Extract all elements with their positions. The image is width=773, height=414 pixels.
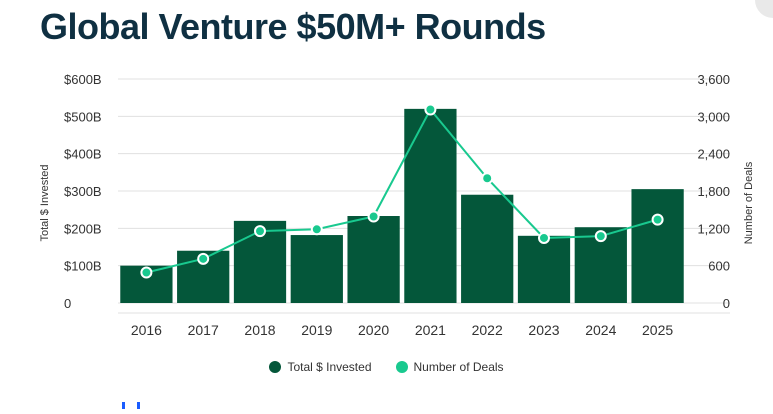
x-tick-label: 2022 (472, 322, 503, 338)
y2-tick-label: 1,800 (697, 184, 730, 199)
x-tick-label: 2024 (585, 322, 616, 338)
y-tick-label: $200B (64, 221, 102, 236)
x-tick-label: 2025 (642, 322, 673, 338)
legend-swatch-invested (269, 361, 282, 373)
y2-axis-label: Number of Deals (743, 161, 755, 244)
deals-point (140, 266, 153, 279)
x-tick-label: 2019 (301, 322, 332, 338)
legend-swatch-deals (395, 361, 408, 373)
legend-label-deals: Number of Deals (413, 360, 504, 374)
x-tick-label: 2016 (131, 322, 162, 338)
legend-item-deals: Number of Deals (395, 360, 504, 374)
x-tick-label: 2023 (528, 322, 559, 338)
deals-point (367, 210, 380, 223)
y2-tick-label: 3,000 (697, 109, 730, 124)
x-tick-label: 2017 (188, 322, 219, 338)
y2-tick-label: 2,400 (697, 147, 730, 162)
bar (404, 108, 457, 303)
bar (517, 235, 571, 303)
deals-point (254, 225, 266, 238)
line-series (140, 103, 664, 279)
bar (290, 235, 343, 303)
y2-tick-label: 0 (723, 296, 730, 311)
deals-point (197, 252, 210, 265)
deals-line (146, 107, 658, 274)
x-tick-label: 2021 (415, 322, 446, 338)
y-tick-label: $100B (64, 259, 102, 274)
axes: 0 $100B $200B $300B $400B $500B $600B 0 600 1,200… (39, 72, 755, 338)
legend-label-invested: Total $ Invested (287, 360, 372, 374)
bar-series (120, 108, 684, 303)
legend: Total $ Invested Number of Deals (0, 360, 773, 374)
deals-point (651, 213, 664, 226)
y2-tick-label: 1,200 (697, 221, 730, 236)
deals-point (310, 223, 323, 236)
deals-point (538, 231, 550, 244)
bar (461, 194, 514, 303)
deals-point (424, 103, 437, 116)
chart-title: Global Venture $50M+ Rounds (40, 6, 546, 47)
bar (631, 189, 684, 303)
cropped-marks (122, 396, 152, 414)
y2-tick-label: 3,600 (697, 72, 730, 87)
y-tick-label: $500B (64, 109, 102, 124)
y-tick-label: $400B (64, 147, 102, 162)
y-axis-label: Total $ Invested (39, 164, 51, 241)
y-tick-label: $600B (64, 72, 102, 87)
y-tick-label: $300B (64, 184, 102, 199)
bar (347, 216, 400, 303)
deals-point (594, 230, 607, 243)
y-tick-label: 0 (64, 296, 71, 311)
combo-chart: 0 $100B $200B $300B $400B $500B $600B 0 600 1,200… (39, 72, 755, 338)
deals-point (481, 172, 494, 185)
legend-item-invested: Total $ Invested (269, 360, 372, 374)
x-tick-label: 2018 (244, 322, 275, 338)
y2-tick-label: 600 (708, 259, 730, 274)
x-tick-label: 2020 (358, 322, 389, 338)
